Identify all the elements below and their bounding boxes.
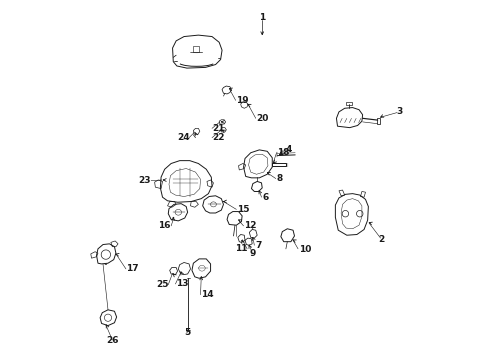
Text: 9: 9 <box>250 249 256 258</box>
Text: 16: 16 <box>158 221 171 230</box>
Text: 24: 24 <box>177 133 190 142</box>
Text: 20: 20 <box>256 114 269 123</box>
Text: 2: 2 <box>378 235 384 244</box>
Text: 15: 15 <box>237 205 249 214</box>
Text: 13: 13 <box>176 279 189 288</box>
Text: 17: 17 <box>126 265 139 274</box>
Text: 7: 7 <box>255 241 262 250</box>
Text: 14: 14 <box>201 290 214 299</box>
Text: 18: 18 <box>277 148 290 157</box>
Text: 26: 26 <box>106 336 119 345</box>
Text: 6: 6 <box>262 193 269 202</box>
Text: 19: 19 <box>236 96 249 105</box>
Text: 23: 23 <box>139 176 151 185</box>
Text: 3: 3 <box>396 107 402 116</box>
Text: 4: 4 <box>286 145 292 154</box>
Text: 25: 25 <box>156 280 168 289</box>
Text: 11: 11 <box>235 244 248 253</box>
Text: 22: 22 <box>213 133 225 142</box>
Text: 12: 12 <box>245 221 257 230</box>
Text: 21: 21 <box>213 124 225 133</box>
Text: 8: 8 <box>276 174 283 183</box>
Text: 1: 1 <box>259 13 266 22</box>
Text: 5: 5 <box>185 328 191 337</box>
Text: 10: 10 <box>299 245 311 254</box>
